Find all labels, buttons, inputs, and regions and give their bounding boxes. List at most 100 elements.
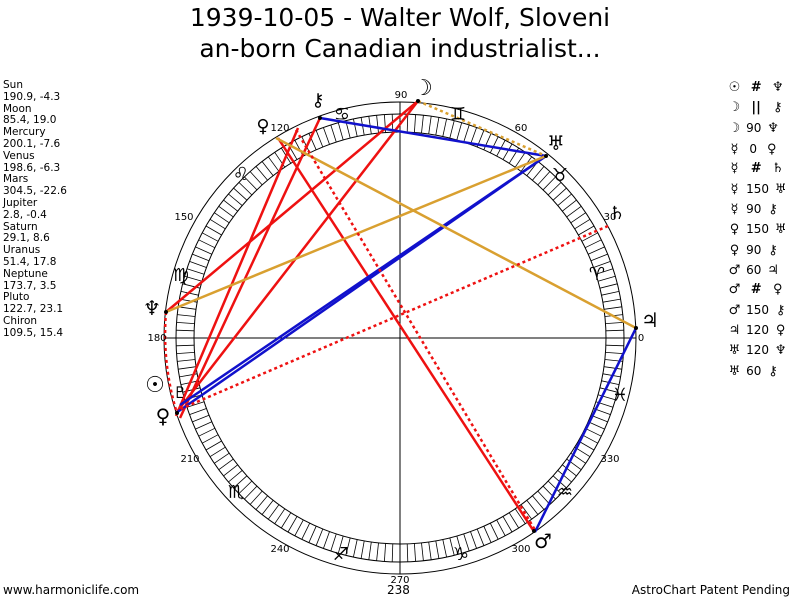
degree-tick [532,495,545,510]
venus-icon: ♀ [156,404,171,428]
degree-tick [233,475,248,489]
degree-label: 330 [600,454,619,465]
aspect-planet-1: ♂ [728,281,741,297]
degree-tick [552,187,567,201]
degree-label: 60 [515,123,528,134]
aspect-symbol: # [750,80,762,95]
aspect-line-red [174,127,300,417]
aspect-row: ☿ 90 ⚷ [727,199,788,219]
planet-name: Moon [3,102,32,115]
degree-tick [578,225,595,236]
planet-entry-mars: Mars 304.5, -22.6 [3,174,67,198]
degree-tick [547,182,562,196]
degree-tick [214,452,230,464]
degree-tick [186,401,205,408]
planet-marker [532,529,536,533]
degree-tick [542,176,556,191]
planet-entry-moon: Moon 85.4, 19.0 [3,102,67,128]
virgo-icon: ♍ [173,265,189,286]
degree-tick [585,239,602,249]
planet-name: Chiron [3,314,38,327]
degree-tick [192,253,210,262]
aspect-planet-2: ♅ [774,181,787,197]
degree-tick [337,535,344,554]
degree-tick [209,446,226,458]
aspect-row: ♂ 150 ⚷ [727,300,788,320]
degree-tick [267,156,280,172]
degree-tick [605,352,624,354]
degree-tick [205,440,222,451]
degree-tick [233,187,248,201]
aspect-planet-2: ♀ [775,323,786,339]
planet-name: Saturn [3,220,38,233]
degree-tick [514,152,526,168]
degree-tick [198,427,215,437]
degree-tick [368,116,372,135]
degree-tick [483,133,492,150]
degree-label: 30 [604,212,617,223]
degree-tick [301,523,311,540]
degree-tick [435,540,440,559]
capricorn-icon: ♑ [453,544,469,565]
planet-coords: 200.1, -7.6 [3,137,61,150]
planet-entry-neptune: Neptune 173.7, 3.5 [3,268,67,293]
aspect-symbol: 90 [746,202,762,217]
aspect-row: ☿ # ♄ [727,159,788,179]
aspect-line-red-dotted [177,224,609,412]
aspect-row: ☽ || ⚷ [727,98,788,118]
degree-tick [463,533,470,552]
aspect-row: ♃ 120 ♀ [727,320,788,340]
planet-name: Mars [3,173,29,186]
planet-marker [164,310,168,314]
aspect-planet-2: ♆ [767,121,779,137]
planet-entry-chiron: Chiron 109.5, 15.4 [3,314,67,340]
aspect-line-blue [179,154,547,407]
planet-coords: 109.5, 15.4 [3,326,64,339]
aspect-planet-2: ♃ [767,262,779,278]
sun-icon: ☉ [145,373,165,398]
degree-tick [255,166,268,181]
degree-tick [496,519,506,536]
degree-tick [323,531,330,549]
degree-tick [195,421,212,430]
degree-label: 210 [180,454,199,465]
degree-tick [228,193,243,206]
degree-tick [537,490,551,505]
degree-tick [406,114,409,133]
planet-name: Pluto [3,291,30,304]
aspect-symbol: # [750,160,762,176]
degree-tick [301,136,311,153]
aspect-planet-2: ♀ [767,141,777,157]
aspect-planet-1: ♀ [729,242,740,258]
degree-tick [391,543,394,562]
degree-tick [308,526,317,543]
degree-tick [202,232,219,242]
neptune-icon: ♆ [143,296,161,320]
degree-tick [223,464,238,477]
degree-tick [508,512,520,529]
degree-tick [581,434,598,444]
planet-marker [544,154,548,158]
aspect-planet-1: ☿ [730,202,739,218]
planet-coords: 29.1, 8.6 [3,232,50,245]
aspect-line-gold [165,154,547,314]
degree-tick [502,516,513,533]
degree-labels: 90 60 30 0 330 300 270 240 210 180 150 1… [147,90,644,586]
degree-tick [192,414,210,423]
planet-coords: 190.9, -4.3 [3,90,61,103]
degree-tick [376,542,379,561]
planet-marker [175,411,179,415]
aspect-row: ☉ # ♆ [727,78,788,98]
aspect-line-gold [275,136,637,330]
degree-label: 240 [270,544,289,555]
aspect-symbol: 120 [746,323,770,338]
degree-tick [223,199,238,212]
degree-tick [570,212,586,224]
degree-tick [470,531,477,549]
degree-label: 120 [270,123,289,134]
degree-tick [470,127,477,145]
aspect-line-gold-dotted [417,99,547,158]
degree-tick [198,239,215,249]
degree-tick [249,171,263,186]
